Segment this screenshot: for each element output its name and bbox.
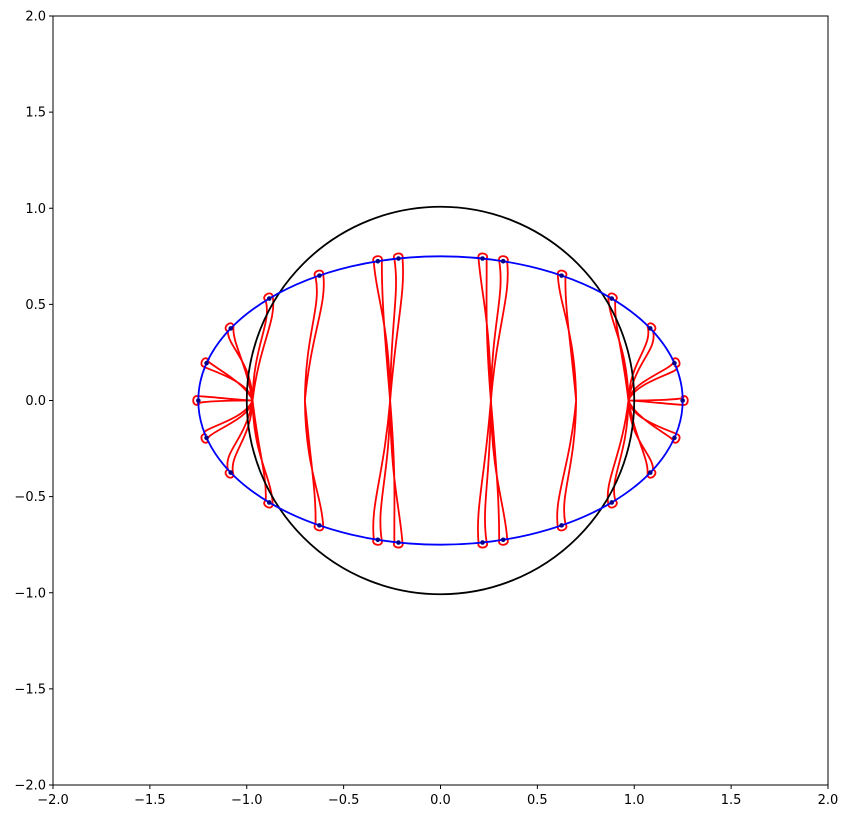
- ellipse-point: [559, 523, 564, 528]
- y-axis: 2.0 1.5 1.0 0.5 0.0 −0.5 −1.0 −1.5 −2.0: [14, 10, 53, 794]
- x-tick-label: 2.0: [818, 793, 839, 808]
- ellipse-point: [500, 258, 506, 264]
- ellipse-point: [228, 470, 234, 475]
- field-curve: [556, 269, 578, 401]
- field-curve: [303, 400, 325, 532]
- ellipse-point: [317, 273, 322, 278]
- ellipse-point: [559, 273, 564, 278]
- x-axis: −2.0 −1.5 −1.0 −0.5 0.0 0.5 1.0 1.5 2.0: [37, 785, 838, 808]
- field-curve: [192, 395, 253, 406]
- y-tick-label: −1.0: [14, 586, 46, 601]
- field-curve: [627, 400, 681, 444]
- ellipse-point: [228, 326, 234, 331]
- y-tick-label: −2.0: [14, 779, 46, 794]
- ellipse-point: [647, 326, 653, 331]
- field-curve: [200, 357, 254, 401]
- ellipse-point: [396, 540, 401, 545]
- x-tick-label: 0.0: [430, 793, 451, 808]
- field-curve: [372, 400, 392, 546]
- ellipse-point: [375, 537, 381, 543]
- y-tick-label: 0.5: [25, 298, 46, 313]
- y-tick-label: −0.5: [14, 490, 46, 505]
- field-curve: [477, 252, 492, 401]
- field-curve: [372, 255, 392, 401]
- field-curve: [251, 400, 274, 509]
- ellipse-point: [266, 296, 272, 301]
- ellipse-point: [500, 537, 506, 543]
- field-curve: [556, 400, 578, 532]
- ellipse-point: [396, 256, 401, 261]
- ellipse-point: [375, 258, 381, 264]
- field-curve: [489, 255, 509, 401]
- field-curve: [251, 292, 275, 401]
- field-curve: [224, 322, 254, 401]
- ellipse-point: [204, 435, 209, 441]
- field-curve: [303, 269, 325, 401]
- y-tick-label: 0.0: [25, 394, 46, 409]
- field-curve: [606, 400, 630, 509]
- ellipse-point: [609, 500, 615, 505]
- ellipse-point: [672, 360, 677, 366]
- field-curve: [607, 292, 630, 401]
- field-curve: [389, 400, 404, 549]
- ellipse-point: [204, 360, 209, 366]
- y-tick-label: 2.0: [25, 10, 46, 25]
- ellipse-point: [196, 398, 201, 403]
- field-curve: [627, 322, 657, 401]
- y-tick-label: −1.5: [14, 682, 46, 697]
- ellipse-point: [680, 398, 685, 403]
- x-tick-label: −1.0: [231, 793, 263, 808]
- field-curve: [489, 400, 509, 546]
- red-curves: [192, 252, 689, 549]
- x-tick-label: 1.0: [624, 793, 645, 808]
- x-tick-label: 1.5: [721, 793, 742, 808]
- field-curve: [477, 400, 492, 549]
- field-curve: [224, 400, 254, 479]
- y-tick-label: 1.0: [25, 202, 46, 217]
- ellipse-point: [609, 296, 615, 301]
- x-tick-label: −1.5: [134, 793, 166, 808]
- ellipse-point: [480, 540, 485, 545]
- x-tick-label: −2.0: [37, 793, 69, 808]
- ellipse-point: [672, 435, 677, 441]
- x-tick-label: −0.5: [328, 793, 360, 808]
- ellipse-point: [317, 523, 322, 528]
- y-tick-label: 1.5: [25, 106, 46, 121]
- field-curve: [389, 252, 404, 401]
- x-tick-label: 0.5: [527, 793, 548, 808]
- field-curve: [628, 395, 689, 406]
- field-curve: [627, 357, 681, 401]
- ellipse-point: [480, 256, 485, 261]
- ellipse-point: [266, 500, 272, 505]
- plot-area: [192, 205, 689, 596]
- field-curve: [200, 400, 254, 444]
- unit-circle: [245, 205, 636, 596]
- field-curve: [627, 400, 657, 479]
- ellipse-point: [647, 470, 653, 475]
